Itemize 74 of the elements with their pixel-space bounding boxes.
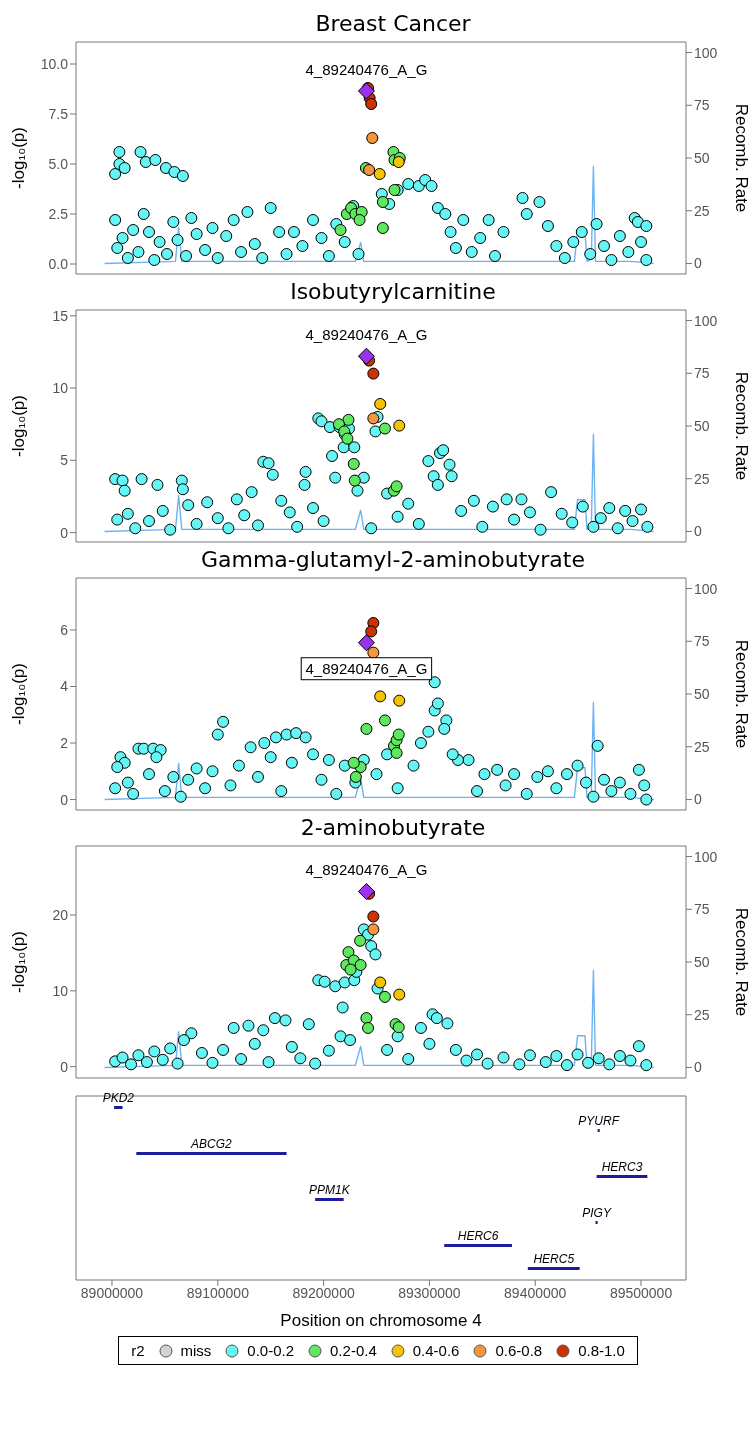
y2-axis-title: Recomb. Rate <box>731 907 748 1017</box>
legend-label: miss <box>180 1342 212 1359</box>
x-axis-title: Position on chromosome 4 <box>280 1311 482 1330</box>
y2-axis-title: Recomb. Rate <box>731 371 748 481</box>
y2-tick-label: 75 <box>694 365 710 382</box>
legend-label: 0.8-1.0 <box>578 1342 625 1359</box>
y2-tick-label: 0 <box>694 255 702 272</box>
y2-tick-label: 25 <box>694 202 710 219</box>
y-axis-title: -log₁₀(p) <box>9 395 29 457</box>
y-tick-label: 5.0 <box>48 155 69 172</box>
y-tick-label: PKD2 <box>102 1091 135 1105</box>
y2-axis-title: Recomb. Rate <box>731 639 748 749</box>
y-tick-label: HERC5 <box>533 1252 575 1266</box>
y-tick-label: 10 <box>52 982 69 999</box>
y-tick-label: 15 <box>52 307 69 324</box>
y2-tick-label: 75 <box>694 97 710 114</box>
y2-tick-label: 25 <box>694 738 710 755</box>
y2-tick-label: 75 <box>694 901 710 918</box>
x-tick-label: 89100000 <box>186 1284 250 1301</box>
y-tick-label: 0 <box>60 1058 69 1075</box>
y2-tick-label: 50 <box>694 953 710 970</box>
y-tick-label: HERC6 <box>457 1229 499 1243</box>
x-tick-label: 89400000 <box>504 1284 567 1301</box>
legend-title: r2 <box>131 1342 145 1359</box>
legend-label: 0.2-0.4 <box>330 1342 377 1359</box>
y-axis-title: -log₁₀(p) <box>9 931 29 993</box>
y2-tick-label: 100 <box>694 44 718 61</box>
y2-tick-label: 0 <box>694 523 702 540</box>
y-tick-label: 0 <box>60 524 69 541</box>
y2-tick-label: 100 <box>694 848 718 865</box>
annotation: 4_89240476_A_G <box>305 60 428 78</box>
y-axis-title: -log₁₀(p) <box>9 663 29 725</box>
chart-title: Isobutyrylcarnitine <box>289 278 497 306</box>
y-tick-label: 2 <box>60 735 69 751</box>
chart-title: Gamma-glutamyl-2-aminobutyrate <box>199 546 586 574</box>
y-tick-label: PIGY <box>582 1206 612 1220</box>
chart-title: Breast Cancer <box>314 10 472 38</box>
y-tick-label: ABCG2 <box>190 1137 233 1151</box>
y-tick-label: 10 <box>52 380 69 397</box>
y2-tick-label: 100 <box>694 312 718 329</box>
annotation: 4_89240476_A_G <box>305 660 428 678</box>
x-tick-label: 89000000 <box>80 1284 144 1301</box>
y-tick-label: 7.5 <box>48 105 69 122</box>
y2-tick-label: 0 <box>694 1059 702 1076</box>
y-tick-label: 0 <box>60 791 69 808</box>
y2-tick-label: 75 <box>694 633 710 650</box>
y2-tick-label: 25 <box>694 470 710 487</box>
y2-tick-label: 100 <box>694 580 718 597</box>
y-tick-label: 4 <box>60 678 69 695</box>
y2-axis-title: Recomb. Rate <box>731 103 748 213</box>
annotation: 4_89240476_A_G <box>305 860 428 878</box>
y-tick-label: 5 <box>60 452 69 469</box>
y-tick-label: 10.0 <box>40 55 69 72</box>
y-axis-title: -log₁₀(p) <box>9 127 29 189</box>
y-tick-label: PYURF <box>578 1114 620 1128</box>
legend-label: 0.6-0.8 <box>495 1342 543 1359</box>
y2-tick-label: 50 <box>694 685 710 702</box>
x-tick-label: 89300000 <box>398 1284 461 1301</box>
y-tick-label: 2.5 <box>48 205 69 222</box>
x-tick-label: 89200000 <box>292 1284 355 1301</box>
y2-tick-label: 50 <box>694 417 710 434</box>
y2-tick-label: 50 <box>694 149 710 166</box>
legend-label: 0.0-0.2 <box>247 1342 295 1359</box>
chart-title: 2-aminobutyrate <box>299 814 487 842</box>
y-tick-label: PPM1K <box>309 1183 351 1197</box>
y-tick-label: HERC3 <box>601 1160 643 1174</box>
y-tick-label: 20 <box>52 906 69 923</box>
annotation: 4_89240476_A_G <box>305 325 428 343</box>
y-tick-label: 0.0 <box>48 255 69 272</box>
x-tick-label: 89500000 <box>609 1284 673 1301</box>
y-tick-label: 6 <box>60 621 69 638</box>
legend-label: 0.4-0.6 <box>412 1342 460 1359</box>
y2-tick-label: 25 <box>694 1006 710 1023</box>
y2-tick-label: 0 <box>694 791 702 808</box>
